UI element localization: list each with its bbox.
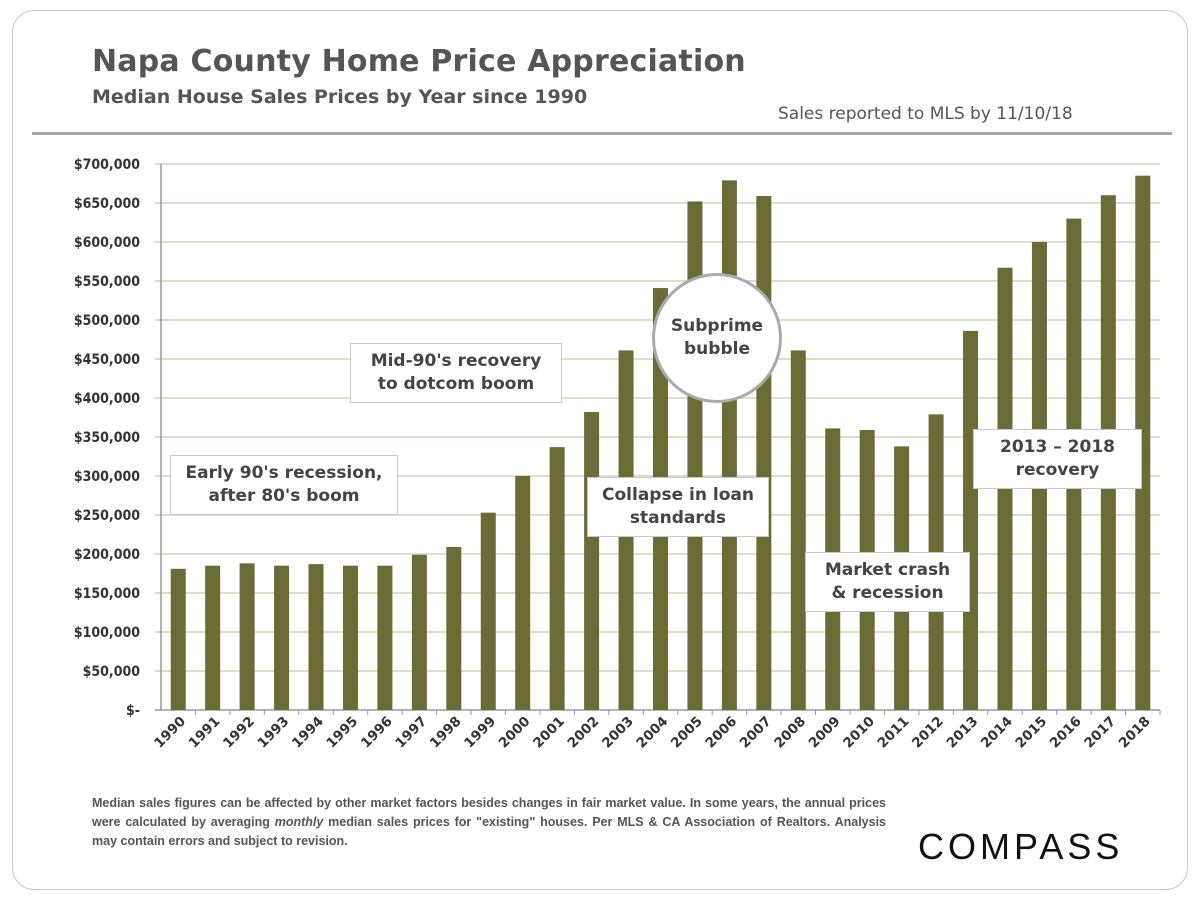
bar-2000 [515, 476, 531, 710]
bar-2002 [584, 412, 600, 710]
x-tick-label: 1993 [255, 714, 293, 752]
x-tick-label: 2005 [668, 714, 706, 752]
y-tick-label: $450,000 [74, 352, 140, 368]
bar-1994 [308, 564, 324, 710]
x-tick-label: 2007 [737, 714, 775, 752]
footnote: Median sales figures can be affected by … [92, 794, 886, 851]
x-tick-label: 2018 [1116, 714, 1154, 752]
annotation-mid-90s: Mid-90's recovery to dotcom boom [350, 343, 562, 403]
x-tick-label: 1994 [289, 714, 327, 752]
x-tick-label: 1996 [358, 714, 396, 752]
x-tick-label: 1991 [186, 714, 224, 752]
source-note: Sales reported to MLS by 11/10/18 [778, 104, 1073, 124]
y-tick-label: $400,000 [74, 391, 140, 407]
bar-2006 [721, 180, 737, 710]
y-tick-label: $600,000 [74, 235, 140, 251]
bar-2013 [963, 330, 979, 710]
bar-1991 [205, 565, 221, 710]
header-divider [32, 132, 1172, 135]
annotation-subprime-bubble: Subprime bubble [652, 273, 782, 403]
bar-2008 [790, 350, 806, 710]
x-tick-label: 1997 [392, 714, 430, 752]
footnote-part1: Median sales figures can be affected by … [92, 796, 886, 829]
x-tick-label: 2000 [496, 714, 534, 752]
x-tick-label: 2017 [1081, 714, 1119, 752]
y-tick-label: $100,000 [74, 625, 140, 641]
bar-1995 [342, 565, 358, 710]
x-tick-label: 1995 [323, 714, 361, 752]
y-tick-label: $550,000 [74, 274, 140, 290]
x-tick-label: 2011 [875, 714, 913, 752]
y-tick-label: $250,000 [74, 508, 140, 524]
y-tick-label: $300,000 [74, 469, 140, 485]
x-tick-label: 2006 [702, 714, 740, 752]
x-tick-label: 2002 [565, 714, 603, 752]
subprime-text: Subprime bubble [670, 316, 764, 359]
x-tick-label: 1999 [461, 714, 499, 752]
x-tick-label: 1990 [151, 714, 189, 752]
y-tick-label: $- [126, 703, 140, 719]
bar-1998 [446, 546, 462, 710]
x-tick-label: 2014 [978, 714, 1016, 752]
x-tick-label: 2015 [1012, 714, 1050, 752]
x-tick-label: 2003 [599, 714, 637, 752]
compass-logo: COMPASS [918, 826, 1124, 867]
x-tick-label: 2009 [806, 714, 844, 752]
y-tick-label: $500,000 [74, 313, 140, 329]
annotation-recovery: 2013 – 2018 recovery [973, 429, 1142, 489]
y-tick-label: $150,000 [74, 586, 140, 602]
chart-title: Napa County Home Price Appreciation [92, 44, 746, 79]
annotation-collapse: Collapse in loan standards [587, 477, 769, 537]
x-tick-label: 2008 [771, 714, 809, 752]
y-tick-label: $50,000 [83, 664, 141, 680]
x-tick-label: 2004 [633, 714, 671, 752]
bar-2007 [756, 195, 772, 711]
y-tick-label: $200,000 [74, 547, 140, 563]
y-tick-label: $350,000 [74, 430, 140, 446]
bar-1996 [377, 565, 393, 710]
x-tick-label: 2016 [1047, 714, 1085, 752]
bar-1999 [480, 512, 496, 710]
bar-2018 [1135, 175, 1151, 710]
chart-subtitle: Median House Sales Prices by Year since … [92, 86, 588, 108]
footnote-part2: median sales prices for "existing" house… [92, 815, 886, 848]
x-tick-label: 1992 [220, 714, 258, 752]
bar-2001 [549, 447, 565, 710]
x-tick-label: 2010 [840, 714, 878, 752]
bar-1997 [411, 554, 427, 710]
annotation-early-90s: Early 90's recession, after 80's boom [170, 455, 398, 515]
x-tick-label: 2012 [909, 714, 947, 752]
footnote-italic: monthly [274, 815, 324, 829]
x-tick-label: 2013 [943, 714, 981, 752]
bar-1992 [239, 563, 255, 710]
annotation-crash: Market crash & recession [805, 552, 970, 612]
y-tick-label: $650,000 [74, 196, 140, 212]
x-tick-label: 2001 [530, 714, 568, 752]
y-tick-label: $700,000 [74, 157, 140, 173]
bar-1990 [170, 568, 186, 710]
x-tick-label: 1998 [427, 714, 465, 752]
bar-1993 [274, 565, 290, 710]
